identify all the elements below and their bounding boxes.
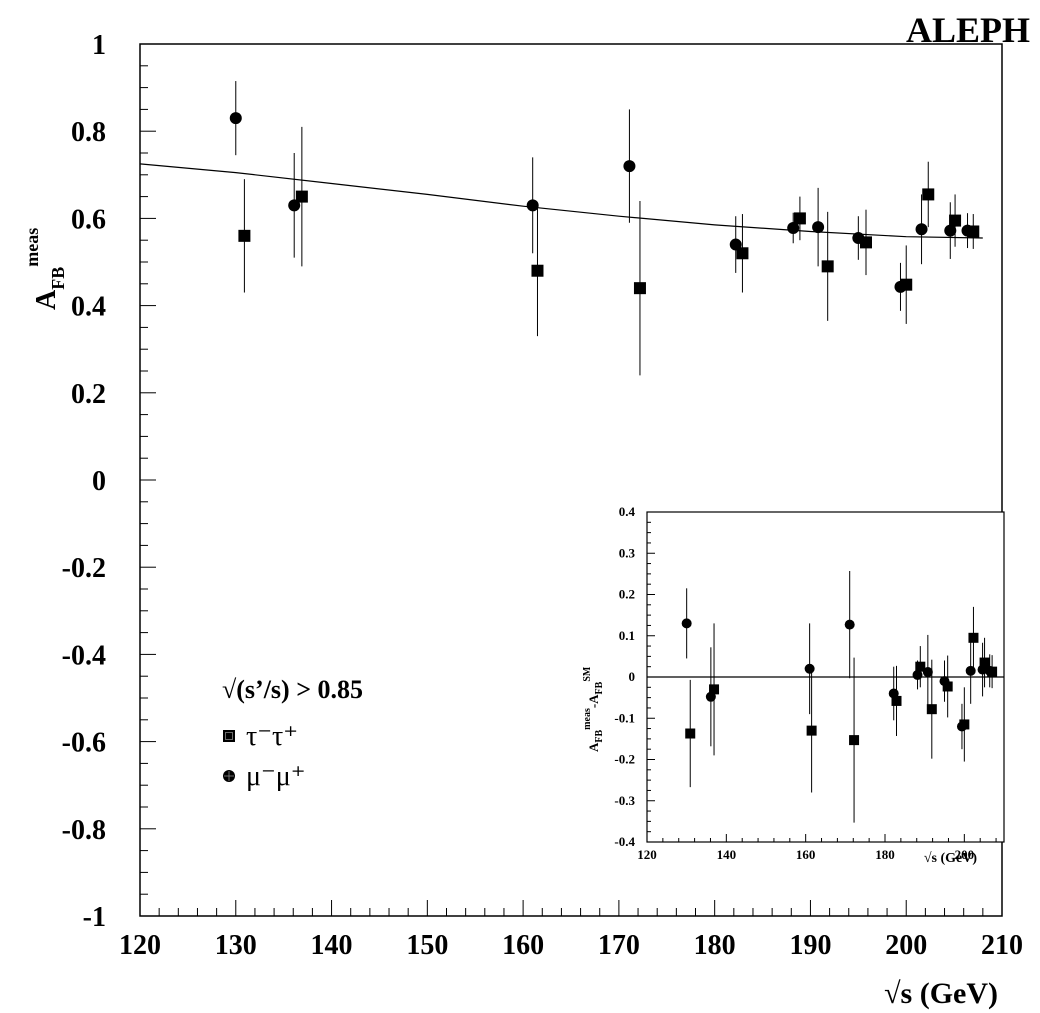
x-tick-label: 180 [694, 930, 736, 961]
data-point-mu [812, 221, 825, 234]
data-point-tau [806, 725, 817, 736]
y-tick-label: 0.1 [619, 628, 635, 643]
data-point-tau [926, 704, 937, 715]
data-point-tau [949, 214, 962, 227]
data-point-mu [229, 112, 242, 125]
x-tick-label: 160 [796, 847, 816, 862]
x-tick-label: 140 [717, 847, 737, 862]
x-tick-label: 170 [598, 930, 640, 961]
x-tick-label: 210 [981, 930, 1023, 961]
data-point-tau [849, 735, 860, 746]
data-point-mu [894, 280, 907, 293]
inset-x-axis-label: √s (GeV) [924, 851, 978, 866]
legend-marker-square [223, 730, 235, 742]
x-tick-label: 200 [955, 847, 975, 862]
data-point-mu [852, 232, 865, 245]
data-point-tau [979, 657, 990, 668]
data-point-mu [844, 619, 855, 630]
data-point-tau [968, 632, 979, 643]
y-tick-label: 0.8 [71, 117, 106, 148]
y-tick-label: 0.6 [71, 204, 106, 235]
x-tick-label: 120 [637, 847, 657, 862]
data-point-tau [633, 282, 646, 295]
y-tick-label: 0.4 [619, 504, 636, 519]
sm-prediction-curve [139, 163, 983, 239]
main-sm-curve-group [139, 163, 983, 239]
data-point-mu [705, 691, 716, 702]
svg-text:AFBmeas: AFBmeas [22, 228, 68, 310]
data-point-tau [915, 661, 926, 672]
data-point-mu [288, 199, 301, 212]
inset-y-axis-label: AFBmeas-AFBSM [582, 666, 605, 752]
data-point-tau [709, 684, 720, 695]
x-tick-label: 120 [119, 930, 161, 961]
data-point-tau [793, 212, 806, 225]
y-tick-label: 0 [629, 669, 636, 684]
y-tick-label: -0.2 [614, 752, 635, 767]
y-tick-label: 0.2 [619, 587, 635, 602]
x-tick-label: 150 [406, 930, 448, 961]
x-tick-label: 140 [311, 930, 353, 961]
data-point-mu [965, 665, 976, 676]
y-tick-label: 0 [92, 466, 106, 497]
main-data-points [229, 81, 980, 376]
y-tick-label: -0.2 [62, 553, 106, 584]
data-point-tau [295, 190, 308, 203]
y-tick-label: -0.1 [614, 710, 635, 725]
data-point-mu [939, 676, 950, 687]
main-y-axis-label: AFBmeas [22, 228, 68, 310]
data-point-mu [787, 221, 800, 234]
data-point-tau [238, 229, 251, 242]
data-point-mu [526, 199, 539, 212]
data-point-tau [531, 264, 544, 277]
data-point-mu [623, 160, 636, 173]
data-point-tau [922, 188, 935, 201]
x-tick-label: 200 [885, 930, 927, 961]
data-point-mu [961, 224, 974, 237]
y-tick-label: -0.8 [62, 815, 106, 846]
data-point-mu [681, 618, 692, 629]
svg-text:AFBmeas-AFBSM: AFBmeas-AFBSM [582, 666, 605, 752]
data-point-mu [804, 663, 815, 674]
y-tick-label: 0.4 [71, 292, 106, 323]
main-axis-ticks: 120 130 140 150 160 170 180 190 200 210 -1 -0.8 -0.6… [62, 30, 1023, 961]
y-tick-label: -0.4 [614, 834, 635, 849]
x-tick-label: 160 [502, 930, 544, 961]
x-tick-label: 190 [789, 930, 831, 961]
y-tick-label: -0.6 [62, 728, 106, 759]
legend-label-mu: μ⁻μ⁺ [246, 761, 306, 792]
y-tick-label: -0.4 [62, 640, 106, 671]
y-tick-label: -0.3 [614, 793, 635, 808]
data-point-tau [685, 728, 696, 739]
inset-data-points [681, 570, 998, 823]
y-tick-label: 0.3 [619, 545, 636, 560]
x-tick-label: 180 [875, 847, 895, 862]
x-tick-label: 130 [215, 930, 257, 961]
y-tick-label: -1 [83, 902, 106, 933]
y-tick-label: 0.2 [71, 379, 106, 410]
data-point-tau [736, 247, 749, 260]
legend-label-tau: τ⁻τ⁺ [246, 721, 298, 752]
legend: √(s’/s) > 0.85 τ⁻τ⁺ μ⁻μ⁺ [222, 675, 363, 792]
main-x-axis-label: √s (GeV) [884, 977, 998, 1010]
data-point-mu [912, 669, 923, 680]
data-point-tau [891, 695, 902, 706]
data-point-mu [729, 238, 742, 251]
data-point-mu [984, 665, 995, 676]
data-point-tau [942, 681, 953, 692]
data-point-tau [821, 260, 834, 273]
data-point-mu [922, 667, 933, 678]
inset-axis-ticks: 120 140 160 180 200 -0.4 -0.3 -0.2 -0.1 0 0.1 0.2 0.… [614, 504, 997, 862]
data-point-mu [944, 224, 957, 237]
legend-title: √(s’/s) > 0.85 [222, 675, 363, 704]
data-point-mu [915, 223, 928, 236]
data-point-mu [888, 688, 899, 699]
data-point-mu [956, 721, 967, 732]
y-tick-label: 1 [92, 30, 106, 61]
